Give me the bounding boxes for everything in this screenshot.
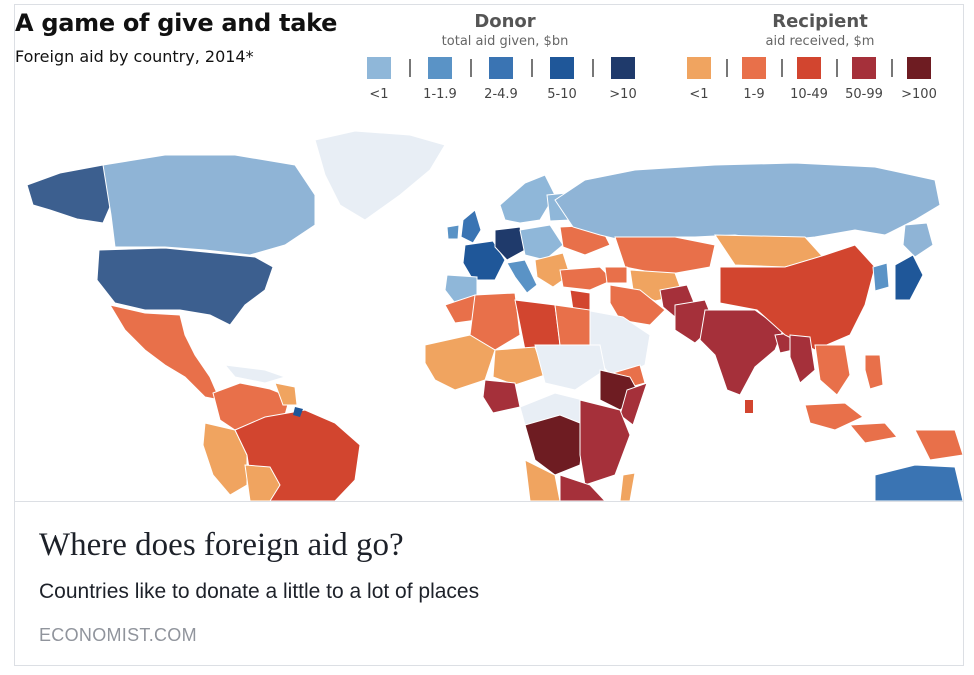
donor-legend-swatches: <1 1-1.9 2-4.9 5-10 >10: [355, 53, 655, 109]
region-egypt: [554, 304, 591, 346]
article-description: Countries like to donate a little to a l…: [39, 580, 480, 603]
region-angola: [524, 459, 561, 501]
region-italy: [506, 259, 538, 294]
region-russia: [554, 162, 941, 242]
region-mexico: [108, 304, 221, 401]
donor-legend-separator: [530, 59, 533, 77]
donor-legend-separator: [591, 59, 594, 77]
recipient-legend-separator: [890, 59, 893, 77]
recipient-legend-swatch-label: 1-9: [743, 87, 765, 102]
region-libya: [514, 299, 561, 351]
region-guianas: [274, 382, 298, 406]
donor-legend-separator: [408, 59, 411, 77]
world-map: [26, 130, 963, 501]
recipient-legend-subheading: aid received, $m: [765, 34, 875, 49]
region-sri-lanka: [745, 400, 753, 413]
region-australia: [874, 464, 963, 501]
region-southern-africa: [559, 474, 606, 501]
region-bolivia: [244, 464, 281, 501]
region-nigeria: [482, 379, 521, 414]
donor-legend-subheading: total aid given, $bn: [441, 34, 569, 49]
region-chad-sudan: [534, 344, 606, 391]
recipient-legend-swatch: [742, 57, 766, 79]
donor-legend-swatch: [367, 57, 391, 79]
recipient-legend: Recipient aid received, $m <1 1-9 10-49 50-…: [675, 11, 963, 109]
article-title[interactable]: Where does foreign aid go?: [39, 527, 404, 563]
region-levant: [569, 289, 591, 311]
region-korea: [872, 262, 890, 292]
recipient-legend-swatch: [852, 57, 876, 79]
map-image[interactable]: A game of give and take Foreign aid by c…: [15, 5, 963, 501]
region-caucasus: [604, 266, 628, 284]
donor-legend-swatch: [428, 57, 452, 79]
map-title: A game of give and take: [15, 9, 338, 37]
recipient-legend-swatch-label: >100: [901, 87, 937, 102]
region-canada: [102, 154, 316, 256]
region-france: [462, 240, 506, 281]
region-sahel: [492, 346, 546, 386]
recipient-legend-swatch: [907, 57, 931, 79]
region-myanmar: [789, 334, 816, 384]
map-subtitle: Foreign aid by country, 2014*: [15, 47, 254, 66]
recipient-legend-separator: [835, 59, 838, 77]
donor-legend-separator: [469, 59, 472, 77]
donor-legend-swatch: [611, 57, 635, 79]
region-drc: [524, 414, 586, 476]
link-preview-card[interactable]: A game of give and take Foreign aid by c…: [14, 4, 964, 666]
article-domain: ECONOMIST.COM: [39, 625, 197, 645]
card-divider: [15, 501, 963, 502]
donor-legend-swatch-label: <1: [369, 87, 389, 102]
recipient-legend-swatch: [797, 57, 821, 79]
recipient-legend-swatches: <1 1-9 10-49 50-99 >100: [675, 53, 963, 109]
recipient-legend-heading: Recipient: [772, 11, 868, 32]
recipient-legend-swatch-label: 50-99: [845, 87, 883, 102]
donor-legend: Donor total aid given, $bn <1 1-1.9 2-4.9 5…: [355, 11, 655, 109]
region-indonesia-2: [848, 422, 898, 444]
donor-legend-heading: Donor: [474, 11, 536, 32]
region-east-africa: [579, 399, 631, 486]
region-madagascar: [619, 472, 636, 501]
donor-legend-swatch-label: 2-4.9: [484, 87, 518, 102]
region-kamchatka: [902, 222, 934, 258]
donor-legend-swatch: [489, 57, 513, 79]
recipient-legend-swatch-label: <1: [689, 87, 709, 102]
recipient-legend-swatch: [687, 57, 711, 79]
region-central-europe: [519, 224, 564, 261]
region-turkey: [559, 266, 614, 291]
region-scandinavia: [499, 174, 556, 224]
region-caribbean: [223, 364, 287, 384]
recipient-legend-separator: [725, 59, 728, 77]
region-kazakhstan: [614, 236, 716, 276]
region-iran: [609, 284, 666, 326]
region-indochina: [814, 344, 851, 396]
region-west-africa: [424, 334, 496, 391]
region-germany: [494, 226, 526, 261]
region-papua: [914, 429, 963, 461]
region-greenland: [314, 130, 446, 221]
region-philippines: [864, 354, 884, 390]
region-french-guiana: [293, 407, 303, 417]
region-algeria: [469, 292, 521, 351]
region-japan: [894, 254, 924, 301]
region-china: [719, 244, 876, 351]
region-ireland: [446, 224, 460, 240]
region-indonesia-1: [804, 402, 864, 431]
donor-legend-swatch-label: 5-10: [547, 87, 577, 102]
region-usa: [96, 247, 274, 326]
donor-legend-swatch: [550, 57, 574, 79]
region-uk: [460, 209, 482, 244]
region-alaska: [26, 164, 126, 224]
recipient-legend-swatch-label: 10-49: [790, 87, 828, 102]
region-somalia: [619, 382, 648, 426]
donor-legend-swatch-label: >10: [609, 87, 637, 102]
donor-legend-swatch-label: 1-1.9: [423, 87, 457, 102]
recipient-legend-separator: [780, 59, 783, 77]
